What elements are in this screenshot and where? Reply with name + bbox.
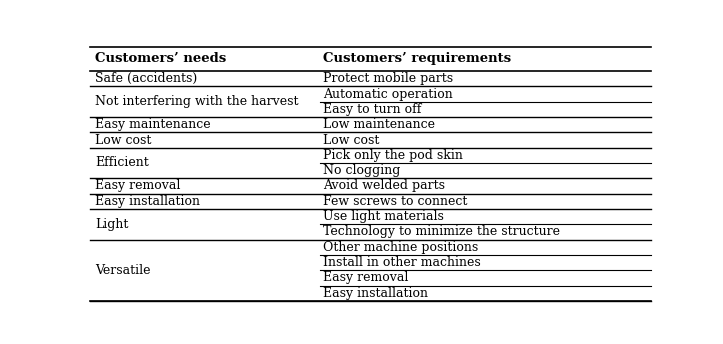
Text: Customers’ needs: Customers’ needs: [95, 52, 226, 65]
Text: Low cost: Low cost: [95, 133, 151, 147]
Text: Easy removal: Easy removal: [323, 271, 408, 284]
Text: Technology to minimize the structure: Technology to minimize the structure: [323, 225, 560, 238]
Text: Versatile: Versatile: [95, 264, 150, 277]
Text: Easy installation: Easy installation: [95, 195, 200, 208]
Text: Easy removal: Easy removal: [95, 180, 180, 193]
Text: Easy to turn off: Easy to turn off: [323, 103, 422, 116]
Text: Other machine positions: Other machine positions: [323, 241, 478, 254]
Text: Easy maintenance: Easy maintenance: [95, 118, 210, 131]
Text: Avoid welded parts: Avoid welded parts: [323, 180, 445, 193]
Text: Install in other machines: Install in other machines: [323, 256, 481, 269]
Text: Use light materials: Use light materials: [323, 210, 444, 223]
Text: Few screws to connect: Few screws to connect: [323, 195, 467, 208]
Text: Protect mobile parts: Protect mobile parts: [323, 72, 453, 85]
Text: Customers’ requirements: Customers’ requirements: [323, 52, 511, 65]
Text: Not interfering with the harvest: Not interfering with the harvest: [95, 95, 299, 108]
Text: Light: Light: [95, 218, 128, 231]
Text: Pick only the pod skin: Pick only the pod skin: [323, 149, 463, 162]
Text: Efficient: Efficient: [95, 157, 149, 170]
Text: Low maintenance: Low maintenance: [323, 118, 435, 131]
Text: No clogging: No clogging: [323, 164, 401, 177]
Text: Low cost: Low cost: [323, 133, 380, 147]
Text: Easy installation: Easy installation: [323, 287, 428, 300]
Text: Automatic operation: Automatic operation: [323, 88, 453, 100]
Text: Safe (accidents): Safe (accidents): [95, 72, 197, 85]
